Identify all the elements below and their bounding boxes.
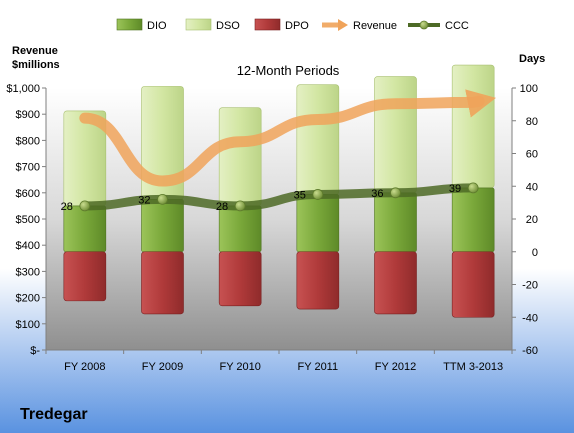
bar-dpo bbox=[63, 251, 107, 302]
ccc-point bbox=[234, 200, 246, 212]
company-name: Tredegar bbox=[20, 406, 88, 423]
right-axis-label: Days bbox=[519, 53, 545, 65]
ccc-data-label: 39 bbox=[449, 183, 461, 195]
legend-label-ccc: CCC bbox=[445, 20, 469, 32]
legend-swatch-dio bbox=[116, 18, 143, 31]
bar-dio bbox=[141, 199, 184, 253]
left-axis-tick-label: $500 bbox=[16, 214, 40, 226]
legend-swatch-dpo bbox=[254, 18, 281, 31]
bar-dio bbox=[451, 187, 495, 253]
ccc-point bbox=[390, 187, 401, 199]
right-axis-tick-label: 60 bbox=[526, 149, 538, 161]
ccc-data-label: 35 bbox=[294, 189, 306, 201]
x-axis-category-label: TTM 3-2013 bbox=[443, 361, 503, 373]
right-axis-tick-label: -20 bbox=[522, 280, 538, 292]
left-axis-label-line1: Revenue bbox=[12, 45, 58, 57]
axes-layer: $- $100 $200 $300 $400 $500 $600 $700 $800 $900 $1… bbox=[6, 83, 538, 373]
right-axis-tick-label: 80 bbox=[526, 116, 538, 128]
bar-dso bbox=[451, 64, 495, 189]
bar-dpo bbox=[374, 251, 417, 315]
legend-label-dio: DIO bbox=[147, 20, 167, 32]
ccc-point bbox=[157, 193, 168, 205]
right-axis-tick-label: -40 bbox=[522, 312, 538, 324]
left-axis-tick-label: $100 bbox=[16, 319, 40, 331]
x-axis-category-label: FY 2012 bbox=[375, 361, 416, 373]
ccc-point bbox=[79, 200, 91, 212]
x-axis-category-label: FY 2010 bbox=[219, 361, 260, 373]
bar-dso bbox=[296, 84, 340, 195]
left-axis-tick-label: $300 bbox=[16, 266, 40, 278]
series-line-revenue bbox=[79, 89, 496, 187]
right-axis-tick-label: 0 bbox=[532, 247, 538, 259]
bar-dpo bbox=[141, 251, 184, 315]
x-axis-category-label: FY 2009 bbox=[142, 361, 183, 373]
left-axis-tick-label: $200 bbox=[16, 293, 40, 305]
right-axis-tick-label: -60 bbox=[522, 345, 538, 357]
legend-label-dpo: DPO bbox=[285, 20, 309, 32]
chart-title: 12-Month Periods bbox=[237, 63, 340, 78]
legend-label-dso: DSO bbox=[216, 20, 240, 32]
ccc-point bbox=[312, 189, 324, 200]
bar-dso bbox=[218, 107, 262, 207]
left-axis-tick-label: $1,000 bbox=[6, 83, 40, 95]
left-axis-tick-label: $900 bbox=[16, 109, 40, 121]
x-axis-category-label: FY 2008 bbox=[64, 361, 105, 373]
left-axis-tick-label: $800 bbox=[16, 135, 40, 147]
left-axis-label-line2: $millions bbox=[12, 59, 60, 71]
legend: DIO DSO DPO Revenue CCC bbox=[116, 18, 469, 32]
bar-dpo bbox=[218, 251, 262, 307]
series-line-ccc bbox=[80, 183, 478, 211]
legend-swatch-ccc-dot bbox=[419, 20, 429, 30]
bar-dpo bbox=[296, 251, 340, 310]
right-axis-tick-label: 40 bbox=[526, 181, 538, 193]
legend-swatch-dso bbox=[185, 18, 212, 31]
bar-dio bbox=[296, 194, 340, 253]
ccc-data-label: 32 bbox=[138, 194, 150, 206]
ccc-data-label: 36 bbox=[371, 188, 383, 200]
left-axis-tick-label: $700 bbox=[16, 162, 40, 174]
right-axis-tick-label: 100 bbox=[520, 83, 538, 95]
left-axis-tick-label: $- bbox=[30, 345, 40, 357]
ccc-point bbox=[467, 182, 479, 194]
bar-dso bbox=[374, 76, 417, 194]
bar-dio bbox=[374, 192, 417, 253]
x-axis-category-label: FY 2011 bbox=[298, 361, 339, 373]
ccc-data-label: 28 bbox=[216, 201, 228, 213]
lines-layer: 28 32 28 35 36 39 bbox=[61, 89, 496, 213]
bar-dpo bbox=[451, 251, 495, 318]
bars-layer bbox=[63, 64, 495, 318]
left-axis-tick-label: $600 bbox=[16, 188, 40, 200]
right-axis-tick-label: 20 bbox=[526, 214, 538, 226]
left-axis-tick-label: $400 bbox=[16, 240, 40, 252]
legend-label-revenue: Revenue bbox=[353, 20, 397, 32]
ccc-data-label: 28 bbox=[61, 201, 73, 213]
legend-swatch-revenue-arrow bbox=[338, 19, 348, 31]
